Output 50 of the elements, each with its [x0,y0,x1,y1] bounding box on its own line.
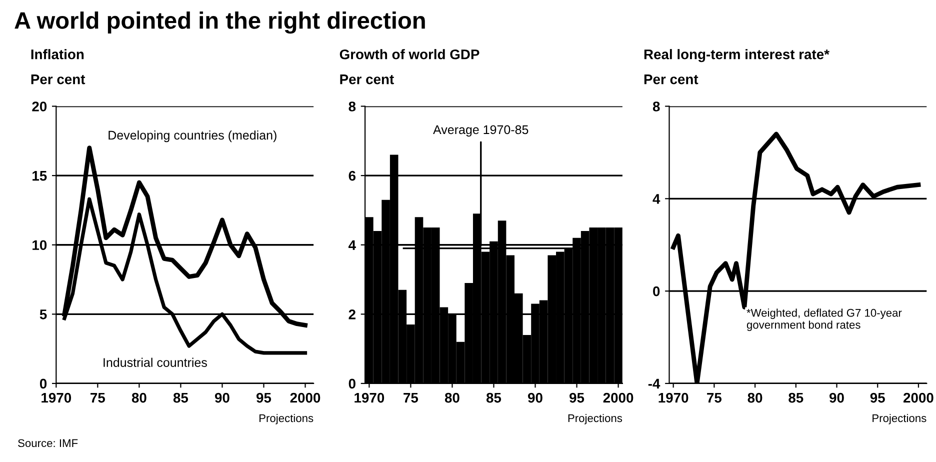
text: Projections [872,414,926,424]
x-tick-label: 80 [444,392,460,403]
x-tick-label: 95 [570,392,584,403]
x-tick-label: 80 [132,392,146,403]
x-tick-label: 85 [788,392,804,403]
y-tick-label: 8 [348,102,356,112]
x-tick-label: 75 [707,393,722,403]
x-tick-label: 2000 [290,392,320,403]
x-tick-label: 75 [404,393,418,403]
chart-subtitle: Inflation [31,49,84,60]
x-tick-label: 90 [528,392,542,403]
y-tick-label: 4 [652,194,660,204]
series-label: Developing countries (median) [108,130,276,142]
y-tick-label: 20 [32,102,47,112]
x-tick-label: 95 [870,392,885,403]
x-tick-label: 85 [486,392,502,403]
x-tick-label: 1970 [42,392,72,403]
x-tick-label: 2000 [603,392,634,403]
y-tick-label: 0 [653,286,660,296]
chart-title: A world pointed in the right direction [14,12,425,34]
y-tick-label: 0 [348,378,356,389]
x-tick-label: 75 [90,393,106,403]
y-tick-label: 6 [348,170,356,181]
text: Projections [260,414,314,424]
y-tick-label: 0 [40,378,47,389]
x-tick-label: 80 [748,392,762,403]
y-tick-label: 4 [348,240,356,250]
y-tick-label: -4 [648,378,660,388]
chart-subtitle: Real long-term interest rate* [644,49,830,62]
x-tick-label: 90 [214,392,230,403]
y-axis-title: Per cent [340,74,394,84]
y-tick-label: 15 [32,171,47,181]
x-tick-label: 90 [830,392,844,403]
x-tick-label: 95 [256,392,272,403]
x-tick-label: 85 [173,392,188,403]
y-tick-label: 5 [40,310,47,320]
y-tick-label: 10 [32,240,47,250]
x-tick-label: 1970 [354,392,384,403]
y-axis-title: Per cent [644,74,698,84]
x-tick-label: 1970 [658,392,688,403]
y-axis-title: Per cent [31,74,86,84]
y-tick-label: 8 [652,102,660,112]
ref-line-label: Average 1970-85 [433,125,528,137]
chart-subtitle: Growth of world GDP [340,49,480,60]
annotation: *Weighted, deflated G7 10-year government bond rates [746,308,902,331]
text: Projections [568,414,622,424]
source-note: Source: IMF [18,439,78,448]
y-tick-label: 2 [348,309,356,320]
x-tick-label: 2000 [904,392,934,403]
series-label: Industrial countries [104,358,207,367]
